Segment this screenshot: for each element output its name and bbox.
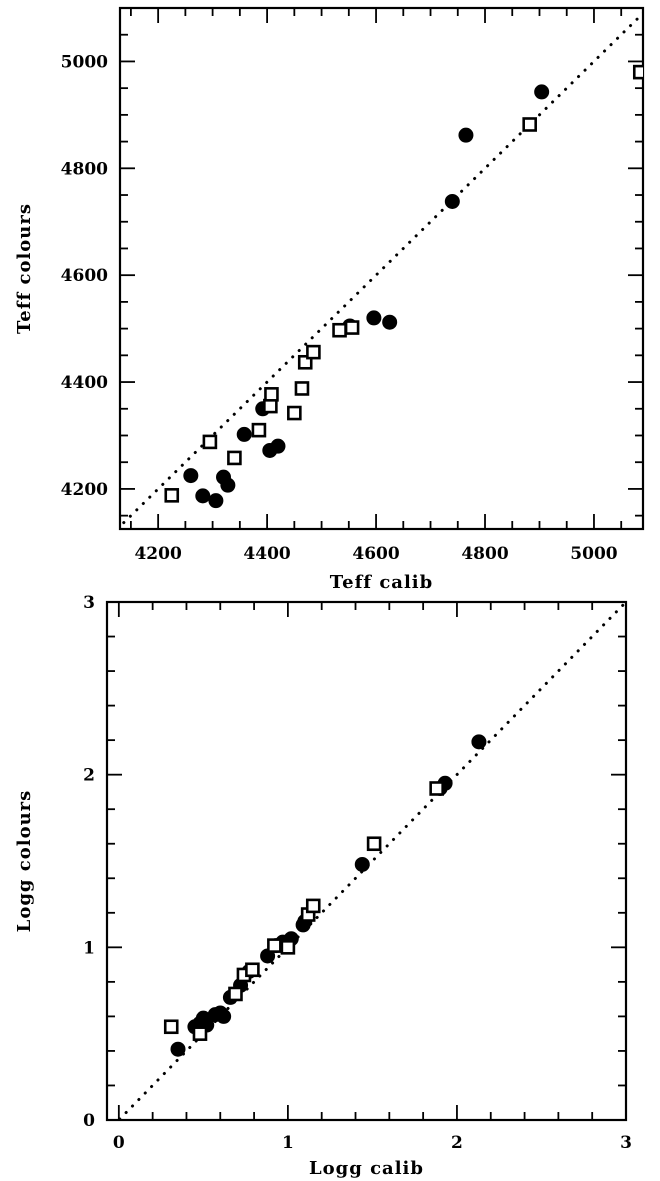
y-axis-title: Teff colours: [14, 203, 35, 334]
data-point-open-square: [263, 398, 278, 414]
data-point-filled-circle: [216, 1008, 232, 1024]
data-point-filled-circle: [170, 1041, 186, 1057]
plot-area: [116, 602, 626, 1120]
data-point-filled-circle: [236, 426, 252, 442]
data-point-open-square: [287, 405, 302, 421]
data-point-open-square: [163, 1019, 179, 1035]
data-point-filled-circle: [382, 314, 398, 330]
data-point-open-square: [264, 387, 279, 402]
x-tick-label: 4400: [243, 544, 290, 564]
data-point-open-square: [267, 938, 282, 953]
data-point-filled-circle: [534, 84, 550, 100]
y-tick-label: 4800: [61, 159, 108, 179]
data-point-filled-circle: [458, 127, 474, 143]
x-tick-label: 4200: [134, 544, 181, 564]
data-point-open-square: [306, 344, 321, 360]
data-point-open-square: [251, 422, 267, 438]
data-point-open-square: [305, 898, 321, 914]
data-point-filled-circle: [354, 856, 370, 872]
data-point-open-square: [227, 450, 242, 466]
x-axis-title: Logg calib: [309, 1158, 424, 1179]
y-tick-label: 4200: [61, 480, 108, 500]
one-to-one-line: [116, 602, 626, 1120]
y-tick-label: 3: [83, 593, 95, 613]
data-point-filled-circle: [208, 493, 224, 509]
data-point-open-square: [294, 381, 310, 396]
data-point-open-square: [280, 940, 296, 955]
x-tick-label: 1: [282, 1133, 294, 1153]
data-point-filled-circle: [270, 438, 286, 454]
x-tick-label: 3: [620, 1133, 632, 1153]
data-point-open-square: [429, 781, 444, 796]
data-point-filled-circle: [471, 734, 487, 750]
data-point-open-square: [332, 322, 347, 338]
x-tick-label: 5000: [570, 544, 617, 564]
data-point-open-square: [228, 986, 243, 1002]
chart-panel-teff: 4200 4400 4600 4800 5000 4200 4400 4600 4800 5000…: [14, 6, 645, 593]
y-tick-label: 5000: [61, 52, 108, 72]
data-point-filled-circle: [220, 477, 236, 493]
y-axis-title: Logg colours: [14, 790, 35, 933]
plot-frame: [105, 600, 628, 1122]
data-point-open-square: [245, 962, 260, 978]
one-to-one-line: [120, 11, 643, 529]
y-tick-label: 1: [83, 938, 95, 958]
data-point-open-square: [344, 320, 360, 335]
x-tick-label: 0: [113, 1133, 125, 1153]
chart-panel-logg: 0 1 2 3 0 1 2 3 Logg calib Logg colours: [14, 593, 632, 1179]
y-tick-label: 4400: [61, 373, 108, 393]
data-point-filled-circle: [183, 468, 199, 484]
data-point-open-square: [192, 1026, 208, 1041]
data-point-filled-circle: [195, 488, 211, 504]
y-tick-label: 4600: [61, 266, 108, 286]
data-point-filled-circle: [444, 193, 460, 209]
plot-area: [120, 11, 643, 529]
data-point-filled-circle: [366, 310, 382, 326]
x-axis-title: Teff calib: [330, 572, 433, 593]
x-tick-label: 2: [451, 1133, 463, 1153]
y-tick-label: 2: [83, 766, 95, 786]
x-tick-label: 4600: [352, 544, 399, 564]
plot-frame: [118, 6, 645, 531]
x-tick-label: 4800: [461, 544, 508, 564]
data-point-open-square: [366, 836, 382, 852]
data-point-open-square: [632, 64, 643, 80]
data-point-open-square: [522, 117, 537, 132]
data-point-open-square: [164, 488, 180, 503]
y-tick-label: 0: [83, 1111, 95, 1131]
data-point-open-square: [202, 434, 218, 450]
